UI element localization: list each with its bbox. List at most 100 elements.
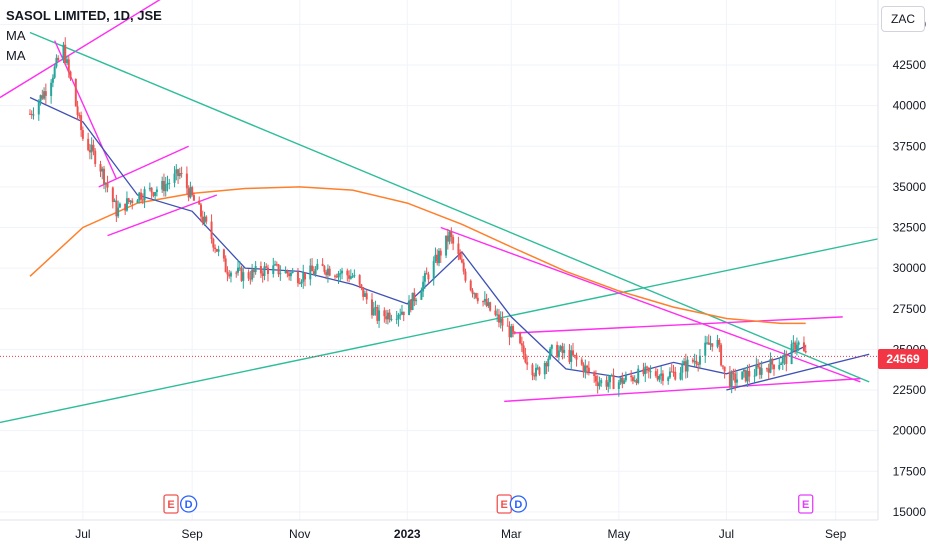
candle-body xyxy=(118,203,121,208)
price-axis[interactable]: 4500042500400003750035000325003000027500… xyxy=(877,0,932,550)
candle-body xyxy=(272,265,275,274)
candle-body xyxy=(519,332,522,344)
candle-body xyxy=(94,150,97,165)
candle-body xyxy=(781,357,784,364)
candle-body xyxy=(251,269,254,280)
trendline xyxy=(29,31,870,383)
candle-body xyxy=(510,326,513,338)
candle-body xyxy=(559,346,562,351)
candle-body xyxy=(413,292,416,302)
candle-body xyxy=(214,247,217,250)
candle-body xyxy=(667,377,670,381)
candle-body xyxy=(711,343,714,347)
candle-body xyxy=(494,310,497,315)
candle-body xyxy=(362,286,365,297)
time-tick-label: Sep xyxy=(181,527,203,541)
time-tick-label: Jul xyxy=(75,527,90,541)
candle-body xyxy=(686,359,689,372)
time-axis[interactable]: Jul Sep Nov 2023 Mar May Jul Sep xyxy=(0,519,878,541)
candle-body xyxy=(129,200,132,202)
candle-body xyxy=(425,273,428,275)
candle-body xyxy=(81,130,84,139)
candle-body xyxy=(635,380,638,383)
candle-body xyxy=(593,372,596,377)
earnings-marker[interactable]: E xyxy=(163,494,179,514)
last-price-label: 24569 xyxy=(878,349,928,369)
price-tick-label: 35000 xyxy=(893,180,927,194)
candle-body xyxy=(432,261,435,280)
candle-body xyxy=(644,366,647,375)
candle-body xyxy=(76,106,79,116)
candle-body xyxy=(90,144,93,153)
candle-body xyxy=(526,362,529,365)
candle-body xyxy=(647,367,650,372)
dividend-marker[interactable]: D xyxy=(179,495,198,513)
symbol-title[interactable]: SASOL LIMITED, 1D, JSE xyxy=(6,8,162,23)
candle-body xyxy=(582,364,585,373)
candle-body xyxy=(556,344,559,358)
candle-body xyxy=(734,373,737,383)
ma-legend-2[interactable]: MA xyxy=(6,48,26,63)
candle-body xyxy=(154,192,157,196)
candle-body xyxy=(175,169,178,174)
candle-body xyxy=(767,368,770,373)
dividend-marker-circle xyxy=(179,495,198,513)
trendline xyxy=(511,316,843,334)
candle-body xyxy=(609,375,612,383)
candle-body xyxy=(605,380,608,387)
candle-body xyxy=(363,293,366,297)
candle-body xyxy=(88,150,91,153)
candle-body xyxy=(513,331,516,333)
candle-body xyxy=(633,380,636,382)
candle-body xyxy=(249,278,252,280)
candle-body xyxy=(642,368,645,375)
candle-body xyxy=(707,342,710,345)
dividend-marker[interactable]: D xyxy=(509,495,527,513)
event-marker-label: D xyxy=(514,499,522,511)
candle-body xyxy=(125,198,128,211)
candle-body xyxy=(152,192,155,196)
candle-body xyxy=(284,270,287,274)
candle-body xyxy=(623,380,626,384)
candle-body xyxy=(792,342,795,344)
price-tick-label: 22500 xyxy=(893,383,927,397)
candle-body xyxy=(436,254,439,264)
indicator-lines xyxy=(0,96,878,378)
candle-body xyxy=(148,187,151,190)
candle-body xyxy=(697,363,700,365)
candle-body xyxy=(326,268,329,276)
candle-body xyxy=(549,348,552,359)
earnings-marker[interactable]: E xyxy=(798,494,814,514)
time-tick-label: May xyxy=(607,527,630,541)
candle-body xyxy=(199,204,202,217)
trendline xyxy=(0,238,879,424)
candle-body xyxy=(226,272,229,275)
candle-body xyxy=(371,299,374,316)
candle-body xyxy=(328,268,331,276)
price-tick-label: 17500 xyxy=(893,464,927,478)
candle-body xyxy=(452,237,455,244)
candle-body xyxy=(337,273,340,278)
ma-legend-1[interactable]: MA xyxy=(6,28,26,43)
candle-body xyxy=(346,270,349,276)
candle-body xyxy=(422,281,425,292)
candle-body xyxy=(259,266,262,274)
candle-body xyxy=(457,243,460,255)
trendlines xyxy=(0,0,879,424)
candle-body xyxy=(794,342,797,350)
candle-body xyxy=(684,361,687,372)
candle-body xyxy=(728,371,731,388)
candle-body xyxy=(185,173,188,189)
earnings-marker[interactable]: E xyxy=(496,494,512,514)
candle-body xyxy=(730,373,733,388)
candle-body xyxy=(274,264,277,266)
candle-body xyxy=(222,249,225,259)
currency-button[interactable]: ZAC xyxy=(881,6,925,32)
candle-body xyxy=(448,231,451,242)
candle-body xyxy=(568,349,571,362)
candle-body xyxy=(164,184,167,192)
event-marker-label: E xyxy=(167,499,174,511)
candle-body xyxy=(755,365,758,376)
